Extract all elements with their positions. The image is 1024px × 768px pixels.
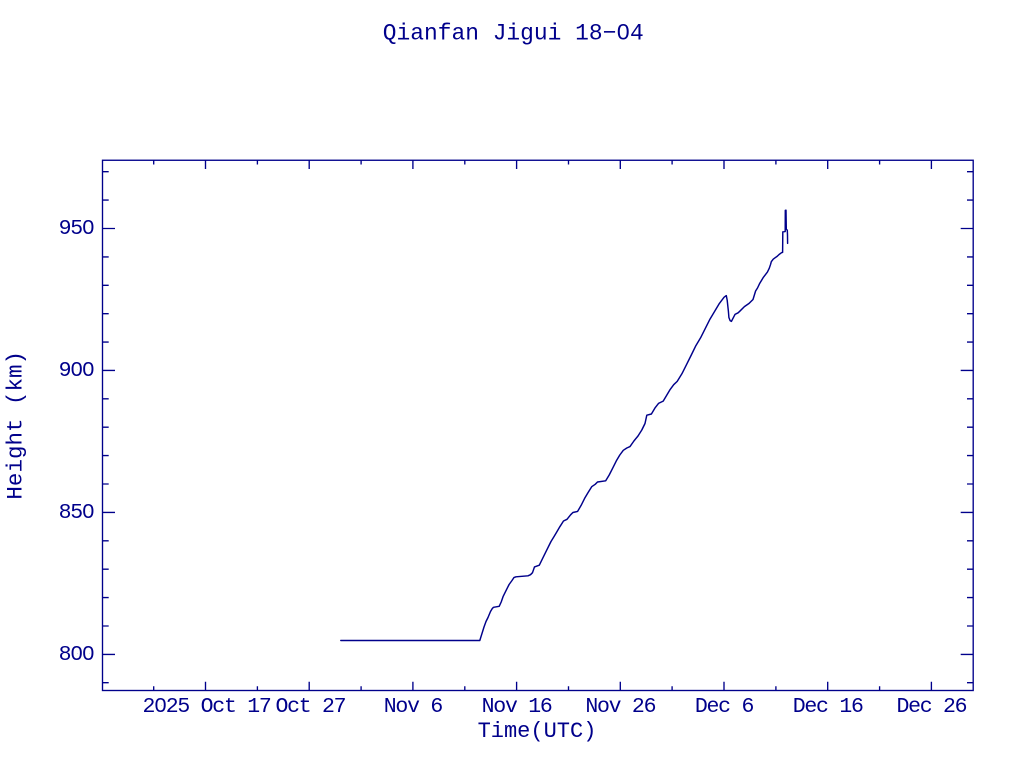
svg-text:Nov 26: Nov 26 — [585, 695, 655, 719]
svg-text:Dec 26: Dec 26 — [896, 695, 966, 719]
svg-text:900: 900 — [59, 359, 94, 383]
svg-text:2025 Oct 17: 2025 Oct 17 — [142, 695, 270, 719]
svg-text:Nov 6: Nov 6 — [384, 695, 443, 719]
svg-text:950: 950 — [59, 217, 94, 241]
svg-text:Nov 16: Nov 16 — [482, 695, 552, 719]
svg-text:Qianfan Jigui 18−04: Qianfan Jigui 18−04 — [383, 20, 644, 46]
svg-text:Dec 6: Dec 6 — [695, 695, 754, 719]
svg-text:Oct 27: Oct 27 — [275, 695, 345, 719]
svg-text:Time(UTC): Time(UTC) — [478, 719, 597, 744]
svg-text:850: 850 — [59, 501, 94, 525]
svg-text:Height (km): Height (km) — [3, 351, 29, 500]
svg-text:800: 800 — [59, 643, 94, 667]
svg-text:Dec 16: Dec 16 — [793, 695, 863, 719]
